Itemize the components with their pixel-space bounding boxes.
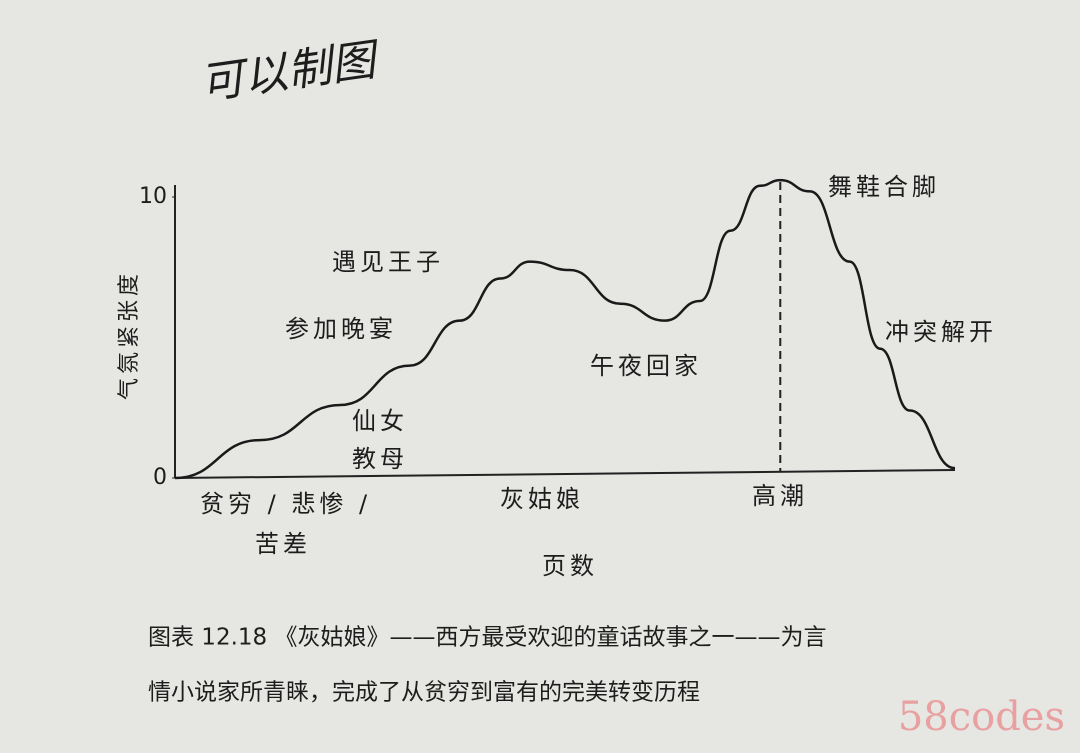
- annotation: 苦差: [255, 530, 311, 558]
- x-axis: [174, 469, 956, 479]
- y-tick-label: 10: [139, 184, 167, 209]
- annotations: 贫穷 / 悲惨 / 苦差 仙女 教母 参加晚宴 遇见王子 午夜回家 灰姑娘 高潮…: [200, 173, 997, 558]
- caption-line: 情小说家所青睐，完成了从贫穷到富有的完美转变历程: [148, 680, 700, 706]
- y-axis-label: 气氛紧张度: [117, 270, 142, 400]
- y-tick-label: 0: [153, 465, 167, 490]
- x-axis-label: 页数: [542, 552, 598, 580]
- annotation: 灰姑娘: [500, 485, 584, 513]
- annotation: 午夜回家: [590, 352, 702, 380]
- annotation: 遇见王子: [332, 248, 444, 276]
- annotation: 教母: [352, 445, 408, 473]
- annotation: 冲突解开: [885, 318, 997, 346]
- story-curve: [174, 178, 956, 480]
- caption-line: 图表 12.18 《灰姑娘》——西方最受欢迎的童话故事之一——为言: [148, 625, 826, 651]
- annotation: 高潮: [752, 482, 808, 510]
- annotation: 仙女: [352, 407, 408, 435]
- annotation: 参加晚宴: [285, 315, 397, 343]
- annotation: 舞鞋合脚: [828, 173, 940, 201]
- watermark: 58codes: [898, 694, 1065, 740]
- annotation: 贫穷 / 悲惨 /: [200, 490, 371, 518]
